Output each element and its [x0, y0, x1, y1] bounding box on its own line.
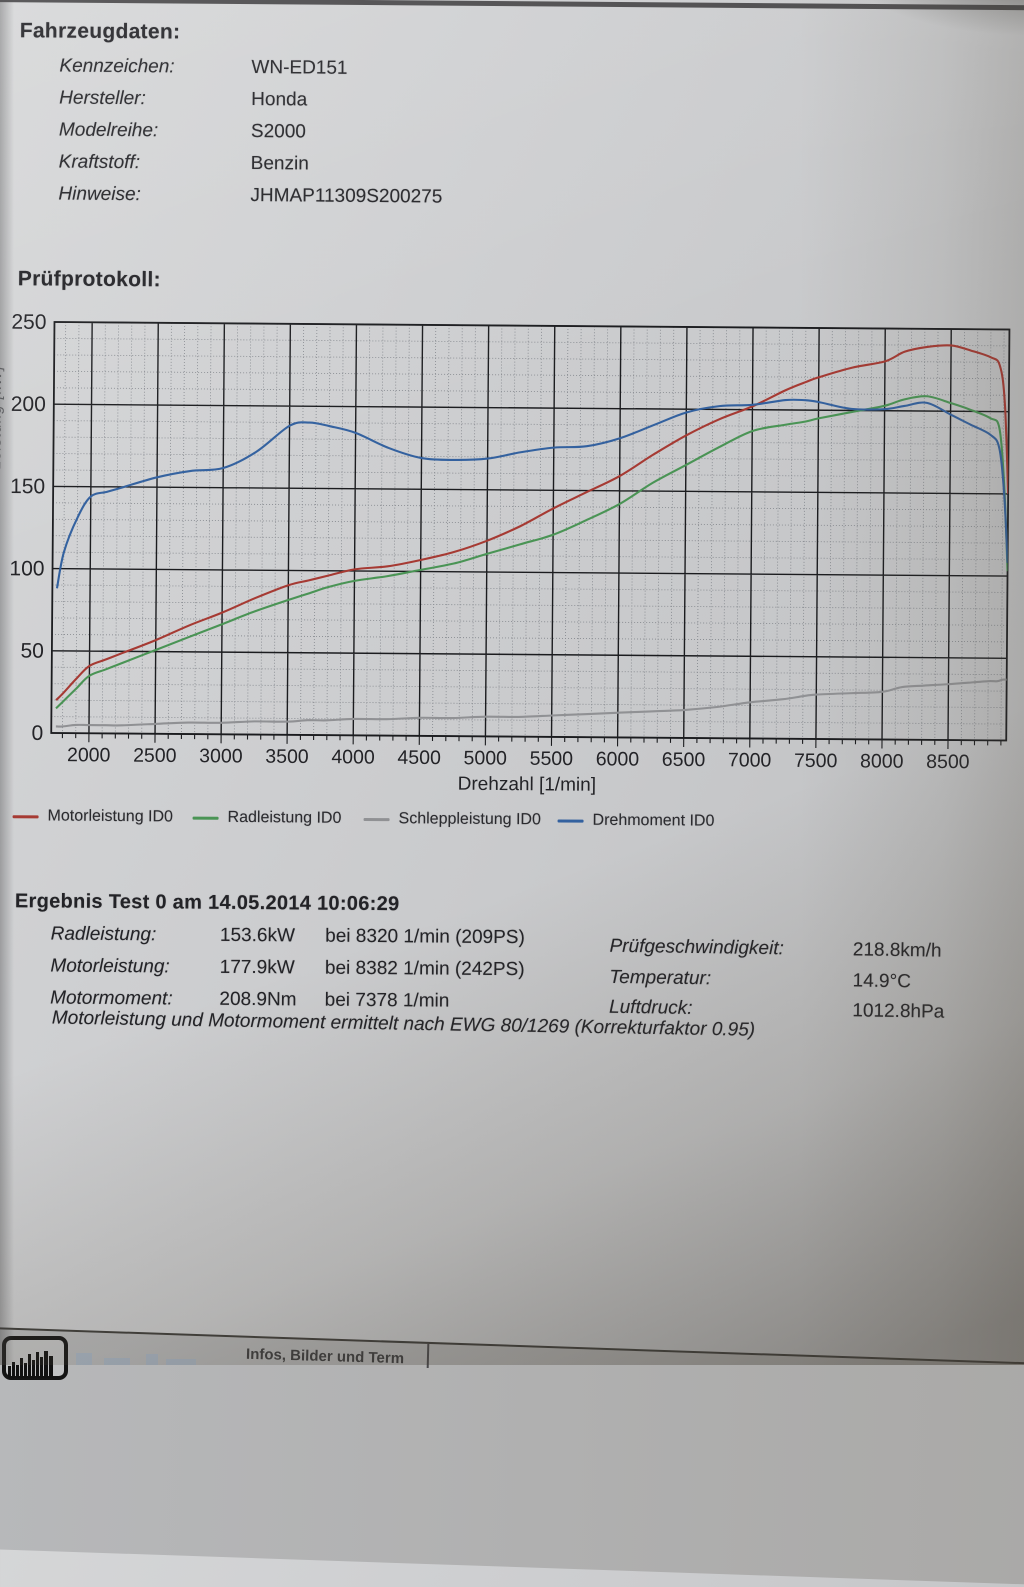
faint-blue-mark: [76, 1353, 92, 1365]
svg-text:4500: 4500: [397, 747, 441, 769]
legend-item: Drehmoment ID0: [557, 809, 714, 832]
result-value: 208.9Nm: [219, 988, 297, 1011]
result-label: Temperatur:: [609, 966, 712, 990]
legend-label: Drehmoment ID0: [592, 811, 715, 830]
x-axis-label: Drehzahl [1/min]: [458, 774, 597, 796]
legend-label: Radleistung ID0: [227, 808, 342, 827]
chart-minor-grid: [51, 322, 1010, 741]
series-0: [55, 344, 1010, 701]
result-label: Prüfgeschwindigkeit:: [609, 935, 784, 960]
svg-text:250: 250: [11, 311, 46, 334]
vehicle-field-label: Modelreihe:: [58, 119, 159, 142]
result-detail: bei 7378 1/min: [324, 989, 450, 1012]
svg-text:4000: 4000: [331, 746, 375, 768]
svg-text:6000: 6000: [596, 748, 640, 770]
vehicle-field-value: JHMAP11309S200275: [250, 185, 443, 208]
result-value: 1012.8hPa: [852, 1000, 945, 1023]
protocol-heading: Prüfprotokoll:: [17, 267, 161, 292]
svg-text:100: 100: [9, 557, 44, 580]
svg-text:5000: 5000: [463, 747, 507, 769]
schleppleistung-line-swatch: [363, 817, 390, 821]
vehicle-field-label: Kennzeichen:: [59, 55, 175, 78]
vehicle-field-value: Honda: [251, 89, 308, 111]
result-row: Prüfgeschwindigkeit: 218.8km/h: [609, 936, 941, 963]
vehicle-row: Modelreihe: S2000: [59, 120, 659, 147]
chart-tick-labels: 0 50 100 150 200 250 2000 2500 3000 3500 4000 4500 5…: [9, 311, 970, 774]
vehicle-row: Hinweise: JHMAP11309S200275: [58, 184, 658, 211]
vehicle-field-value: WN-ED151: [251, 57, 348, 79]
svg-text:200: 200: [11, 393, 46, 416]
chart-legend: Motorleistung ID0 Radleistung ID0 Schlep…: [0, 805, 1018, 837]
result-value: 218.8km/h: [852, 939, 942, 962]
svg-text:7000: 7000: [728, 749, 772, 771]
svg-text:2500: 2500: [133, 745, 177, 767]
next-page-paper: [0, 1329, 1024, 1587]
radleistung-line-swatch: [192, 816, 219, 820]
svg-text:7500: 7500: [794, 750, 838, 772]
series-1: [55, 395, 1009, 710]
svg-text:8000: 8000: [860, 750, 904, 772]
vehicle-field-label: Hinweise:: [58, 183, 141, 206]
legend-label: Schleppleistung ID0: [398, 810, 541, 829]
faint-blue-mark: [146, 1354, 158, 1365]
report-page: Fahrzeugdaten: Kennzeichen: WN-ED151 Her…: [0, 19, 1018, 1041]
faint-blue-mark: [166, 1359, 196, 1365]
vehicle-field-value: Benzin: [250, 153, 309, 175]
vehicle-row: Hersteller: Honda: [59, 88, 659, 115]
vehicle-field-value: S2000: [250, 121, 307, 143]
vehicle-row: Kennzeichen: WN-ED151: [59, 56, 659, 83]
svg-text:2000: 2000: [67, 744, 111, 766]
legend-item: Motorleistung ID0: [12, 805, 174, 828]
faint-blue-mark: [104, 1358, 130, 1365]
result-row: Motorleistung: 177.9kW bei 8382 1/min (2…: [50, 955, 524, 981]
result-row: Radleistung: 153.6kW bei 8320 1/min (209…: [51, 923, 525, 949]
vehicle-field-label: Hersteller:: [59, 87, 146, 110]
svg-text:6500: 6500: [662, 749, 706, 771]
motorleistung-line-swatch: [12, 814, 39, 818]
result-label: Motorleistung:: [50, 955, 170, 978]
series-3: [55, 398, 1009, 589]
svg-text:3500: 3500: [265, 746, 309, 768]
drehmoment-line-swatch: [557, 818, 584, 823]
result-row: Temperatur: 14.9°C: [609, 967, 911, 993]
chart-major-grid: [50, 321, 1011, 742]
svg-text:0: 0: [31, 722, 43, 745]
vehicle-field-label: Kraftstoff:: [58, 151, 141, 174]
result-detail: bei 8320 1/min (209PS): [325, 925, 525, 949]
result-label: Radleistung:: [50, 923, 157, 946]
results-heading: Ergebnis Test 0 am 14.05.2014 10:06:29: [14, 890, 400, 916]
vehicle-section-heading: Fahrzeugdaten:: [19, 19, 181, 44]
legend-item: Schleppleistung ID0: [363, 808, 541, 831]
dyno-chart: 0 50 100 150 200 250 2000 2500 3000 3500 4000 4500 5…: [9, 311, 1011, 796]
svg-text:8500: 8500: [926, 751, 970, 773]
result-value: 14.9°C: [852, 970, 912, 993]
svg-text:5500: 5500: [530, 748, 574, 770]
legend-item: Radleistung ID0: [192, 807, 341, 830]
chart-curves: [55, 344, 1010, 728]
svg-text:150: 150: [10, 475, 45, 498]
vehicle-row: Kraftstoff: Benzin: [59, 152, 659, 179]
result-value: 153.6kW: [219, 924, 296, 947]
legend-label: Motorleistung ID0: [47, 807, 174, 826]
result-value: 177.9kW: [219, 956, 295, 979]
waveform-logo: [2, 1336, 68, 1380]
series-2: [55, 678, 1007, 728]
result-detail: bei 8382 1/min (242PS): [324, 957, 525, 981]
svg-text:50: 50: [20, 640, 44, 663]
chart-axis-ticks: [61, 733, 1002, 750]
svg-text:3000: 3000: [199, 745, 243, 767]
